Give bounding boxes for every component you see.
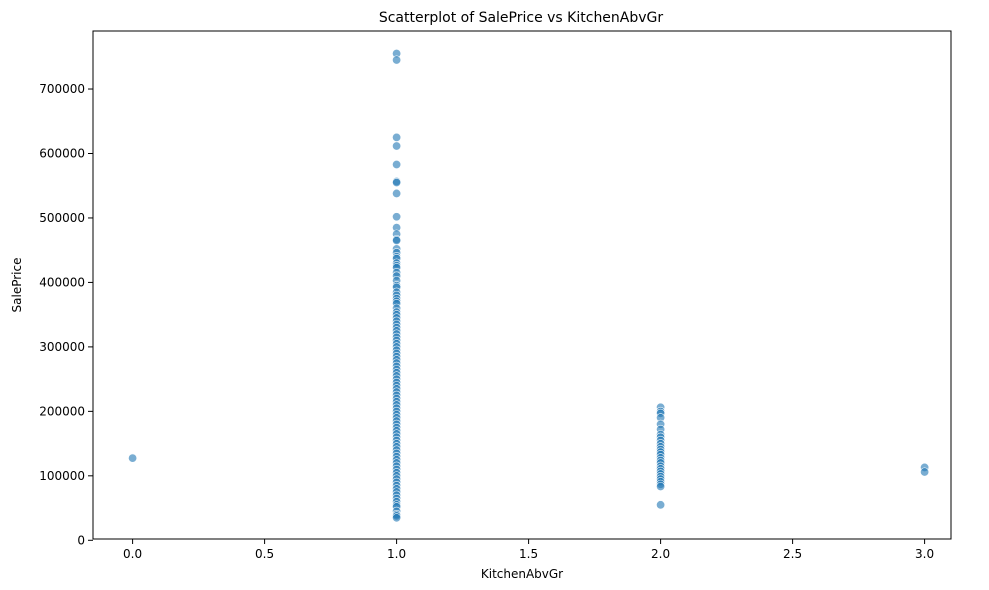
data-point xyxy=(392,55,402,65)
x-axis-label: KitchenAbvGr xyxy=(481,567,563,581)
data-point xyxy=(392,212,402,222)
y-tick-label: 700000 xyxy=(39,82,85,96)
data-point xyxy=(656,481,666,491)
data-point xyxy=(392,236,402,246)
y-axis-ticks: 0 100000 200000 300000 400000 500000 600000 700… xyxy=(39,82,93,547)
x-tick-label: 3.0 xyxy=(915,547,934,561)
plot-area xyxy=(92,30,952,540)
x-tick-label: 2.0 xyxy=(651,547,670,561)
data-point xyxy=(392,132,402,142)
y-tick-label: 300000 xyxy=(39,340,85,354)
x-tick-label: 0.5 xyxy=(255,547,274,561)
data-point xyxy=(920,467,930,477)
y-axis-label: SalePrice xyxy=(10,258,24,313)
chart-title: Scatterplot of SalePrice vs KitchenAbvGr xyxy=(379,10,664,26)
data-point xyxy=(392,188,402,198)
data-point xyxy=(656,500,666,510)
x-tick-label: 1.0 xyxy=(387,547,406,561)
x-tick-label: 1.5 xyxy=(519,547,538,561)
data-point xyxy=(392,513,402,523)
y-tick-label: 600000 xyxy=(39,146,85,160)
y-tick-label: 500000 xyxy=(39,211,85,225)
x-axis-ticks: 0.0 0.5 1.0 1.5 2.0 2.5 3.0 xyxy=(123,539,934,561)
scatter-points xyxy=(128,49,930,523)
y-tick-label: 0 xyxy=(77,533,85,547)
y-tick-label: 100000 xyxy=(39,469,85,483)
data-point xyxy=(392,141,402,151)
y-tick-label: 200000 xyxy=(39,404,85,418)
data-point xyxy=(128,453,138,463)
y-tick-label: 400000 xyxy=(39,275,85,289)
data-point xyxy=(392,159,402,169)
data-point xyxy=(392,177,402,187)
x-tick-label: 2.5 xyxy=(783,547,802,561)
x-tick-label: 0.0 xyxy=(123,547,142,561)
